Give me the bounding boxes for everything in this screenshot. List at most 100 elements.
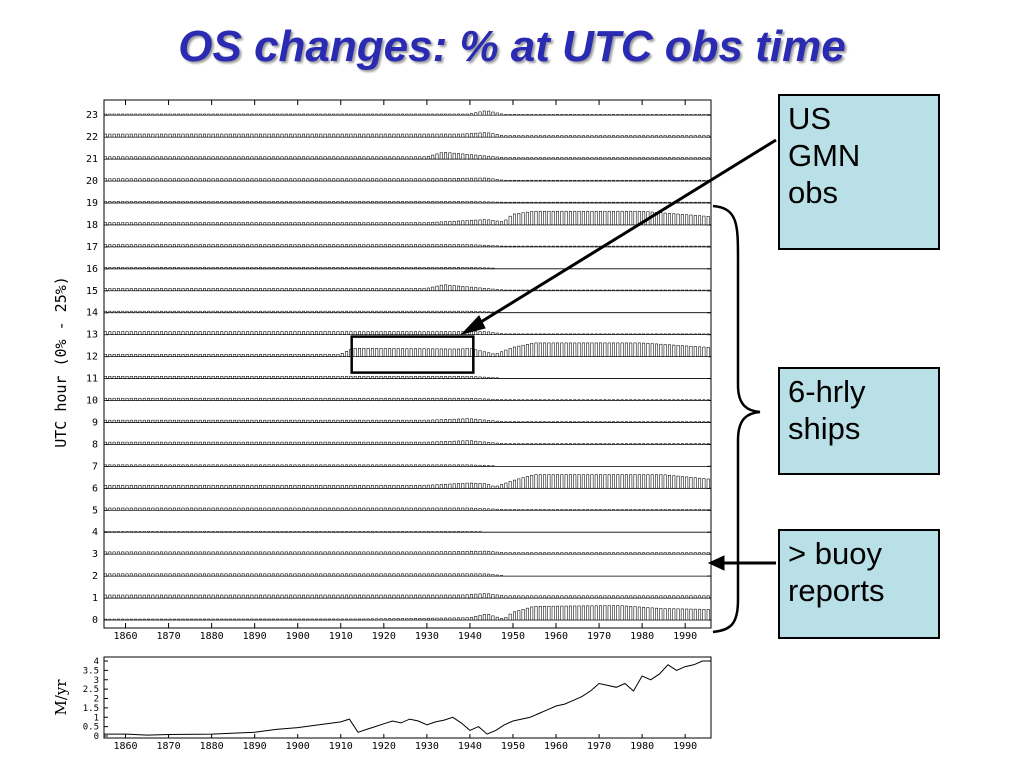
bar bbox=[629, 289, 633, 292]
bar bbox=[310, 594, 314, 599]
bar bbox=[353, 594, 357, 599]
bar bbox=[284, 267, 288, 270]
bar bbox=[573, 157, 577, 160]
bar bbox=[164, 618, 168, 621]
bar bbox=[207, 375, 211, 379]
bar bbox=[646, 179, 650, 182]
bar bbox=[676, 179, 680, 182]
bar bbox=[319, 310, 323, 313]
bar bbox=[396, 288, 400, 292]
bar bbox=[547, 201, 551, 204]
bar bbox=[478, 593, 482, 599]
bar bbox=[556, 289, 559, 292]
bar bbox=[581, 114, 585, 116]
bar bbox=[616, 135, 620, 138]
bar bbox=[310, 222, 314, 226]
bar bbox=[469, 133, 473, 138]
bar bbox=[138, 288, 142, 292]
bar bbox=[220, 531, 224, 533]
bar bbox=[663, 509, 667, 511]
bar bbox=[620, 289, 624, 292]
bar-series-utc-16 bbox=[104, 267, 711, 270]
bar bbox=[698, 179, 702, 182]
bar bbox=[426, 331, 430, 335]
bar bbox=[159, 419, 163, 423]
bar bbox=[607, 201, 611, 204]
bar bbox=[349, 484, 353, 489]
bar bbox=[431, 484, 435, 489]
bar bbox=[267, 178, 271, 182]
bar bbox=[487, 132, 491, 138]
bar bbox=[500, 157, 504, 160]
bar-series-utc-0 bbox=[104, 605, 711, 621]
bar bbox=[512, 213, 516, 226]
bar bbox=[624, 179, 628, 182]
bar bbox=[138, 331, 142, 335]
bar bbox=[142, 419, 146, 423]
bar bbox=[155, 397, 159, 401]
bar bbox=[147, 573, 151, 577]
bar bbox=[474, 177, 478, 182]
bar bbox=[271, 551, 275, 555]
bar bbox=[370, 310, 374, 313]
bar bbox=[185, 244, 189, 248]
bar bbox=[379, 594, 383, 599]
bar bbox=[422, 222, 426, 226]
bar bbox=[142, 331, 146, 335]
bar bbox=[551, 552, 555, 555]
bar bbox=[155, 178, 159, 182]
bar bbox=[388, 594, 392, 599]
bar bbox=[168, 573, 172, 577]
bar bbox=[340, 244, 344, 248]
bar bbox=[534, 179, 538, 182]
bar bbox=[538, 421, 542, 423]
bar bbox=[603, 509, 607, 511]
bar bbox=[233, 288, 237, 292]
bar bbox=[616, 509, 620, 511]
bar bbox=[327, 551, 331, 555]
bar bbox=[478, 508, 482, 511]
bar bbox=[504, 595, 508, 599]
bar bbox=[190, 375, 194, 379]
y-tick-label: 13 bbox=[86, 330, 98, 341]
bar bbox=[543, 289, 547, 292]
bar bbox=[616, 114, 620, 116]
bar bbox=[134, 354, 138, 357]
bar bbox=[556, 342, 559, 357]
bar bbox=[431, 464, 435, 467]
bar bbox=[164, 310, 168, 313]
bar bbox=[358, 288, 361, 292]
bar bbox=[590, 399, 594, 401]
bar bbox=[345, 464, 349, 467]
bar bbox=[302, 178, 306, 182]
bar bbox=[676, 608, 680, 621]
bar bbox=[293, 331, 297, 335]
bar bbox=[655, 607, 659, 621]
bar bbox=[121, 288, 125, 292]
bar bbox=[530, 201, 534, 204]
bar bbox=[698, 157, 702, 160]
x-tick-label: 1930 bbox=[415, 741, 439, 752]
bar bbox=[203, 441, 206, 445]
bar bbox=[172, 551, 176, 555]
bar bbox=[693, 399, 697, 401]
bar bbox=[211, 441, 215, 445]
bar bbox=[142, 464, 146, 467]
bar bbox=[254, 133, 258, 138]
bar bbox=[680, 245, 684, 248]
bar bbox=[271, 507, 275, 511]
bar bbox=[116, 573, 120, 577]
bar bbox=[452, 594, 456, 599]
bar bbox=[134, 178, 138, 182]
bar bbox=[680, 421, 684, 423]
bar bbox=[452, 220, 456, 226]
bar bbox=[556, 552, 559, 555]
bar bbox=[418, 618, 422, 621]
bar bbox=[198, 354, 202, 357]
bar bbox=[388, 375, 392, 379]
bar bbox=[439, 152, 443, 160]
bar bbox=[676, 345, 680, 357]
bar bbox=[538, 245, 542, 248]
bar bbox=[646, 333, 650, 335]
bar bbox=[439, 397, 443, 401]
